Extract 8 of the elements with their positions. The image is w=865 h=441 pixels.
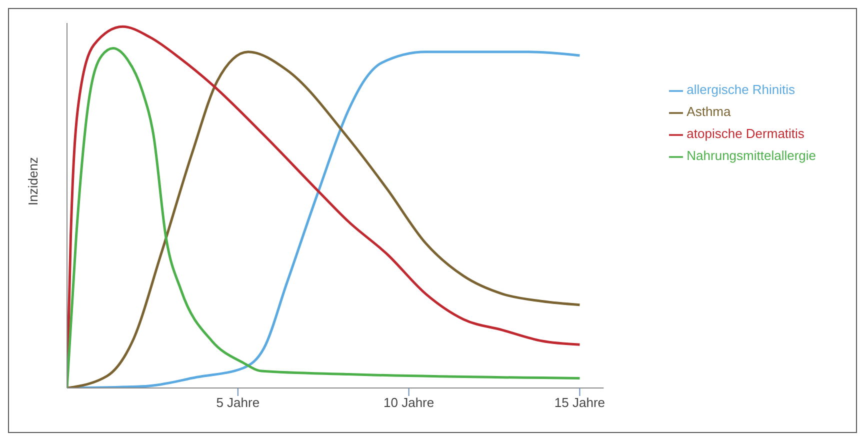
legend-label: atopische Dermatitis <box>686 126 804 141</box>
x-tick-label: 15 Jahre <box>554 395 606 410</box>
legend-label: allergische Rhinitis <box>686 82 796 97</box>
legend-label: Nahrungsmittelallergie <box>686 148 816 163</box>
x-tick-label: 5 Jahre <box>216 395 260 410</box>
y-axis-title: Inzidenz <box>26 157 41 206</box>
x-tick-label: 10 Jahre <box>384 395 434 410</box>
legend-label: Asthma <box>686 104 731 119</box>
